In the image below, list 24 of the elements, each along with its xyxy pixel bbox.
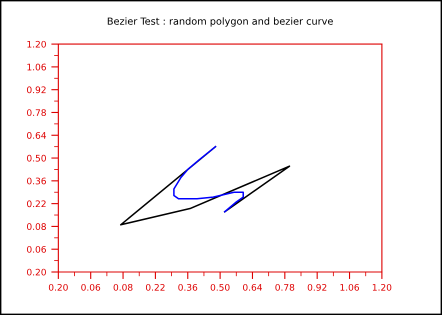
x-tick-label: 0.08 <box>114 284 132 291</box>
x-tick-label: 0.20 <box>48 284 68 291</box>
y-tick-label: 0.20 <box>27 268 46 276</box>
y-tick-label: 1.06 <box>27 64 46 70</box>
x-tick-label: 0.92 <box>308 284 326 291</box>
line-series <box>173 146 244 213</box>
y-tick-label: 1.20 <box>27 40 46 48</box>
x-tick-label: 1.06 <box>340 284 360 291</box>
y-tick-label: 0.92 <box>27 86 46 94</box>
y-tick-label: 0.78 <box>27 109 46 116</box>
x-tick-label: 0.64 <box>243 284 262 291</box>
chart-title: Bezier Test : random polygon and bezier curve <box>108 17 333 27</box>
y-tick-label: 0.36 <box>27 178 46 184</box>
y-tick-label: 0.64 <box>27 132 46 139</box>
y-tick-label: 0.06 <box>27 246 46 253</box>
y-tick-label: 0.50 <box>27 154 46 162</box>
y-tick-label: 0.22 <box>27 200 46 208</box>
x-tick-label: 1.20 <box>372 284 392 291</box>
x-tick-label: 0.06 <box>81 284 100 291</box>
x-tick-label: 0.78 <box>275 284 294 291</box>
x-tick-label: 0.50 <box>210 284 230 291</box>
x-tick-label: 0.36 <box>178 284 198 291</box>
y-tick-label: 0.08 <box>27 223 46 230</box>
x-tick-label: 0.22 <box>146 284 165 291</box>
